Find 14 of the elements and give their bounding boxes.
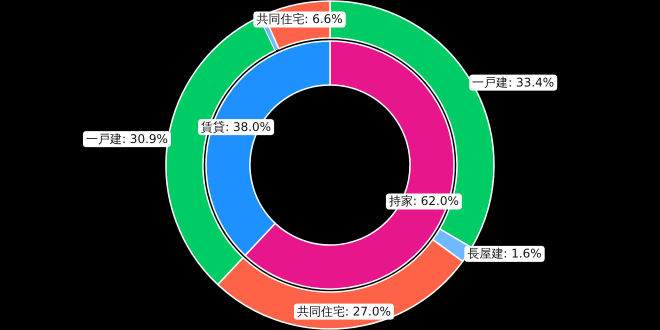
slice-label: 持家 <box>388 194 413 208</box>
slice-label: 一戸建 <box>472 76 508 90</box>
data-label: : 33.4% <box>508 76 554 90</box>
data-label: : 1.6% <box>503 246 542 261</box>
data-label: : 38.0% <box>225 120 272 134</box>
slice-label: 共同住宅 <box>256 12 304 26</box>
slice-label: 賃貸 <box>201 120 226 134</box>
data-label: : 30.9% <box>122 132 168 146</box>
data-label: : 6.6% <box>304 12 343 26</box>
data-label: : 27.0% <box>344 304 391 319</box>
data-label: : 62.0% <box>412 194 459 208</box>
slice-label: 一戸建 <box>86 132 122 146</box>
slice-label: 長屋建 <box>467 246 504 261</box>
slice-label: 共同住宅 <box>296 304 345 319</box>
